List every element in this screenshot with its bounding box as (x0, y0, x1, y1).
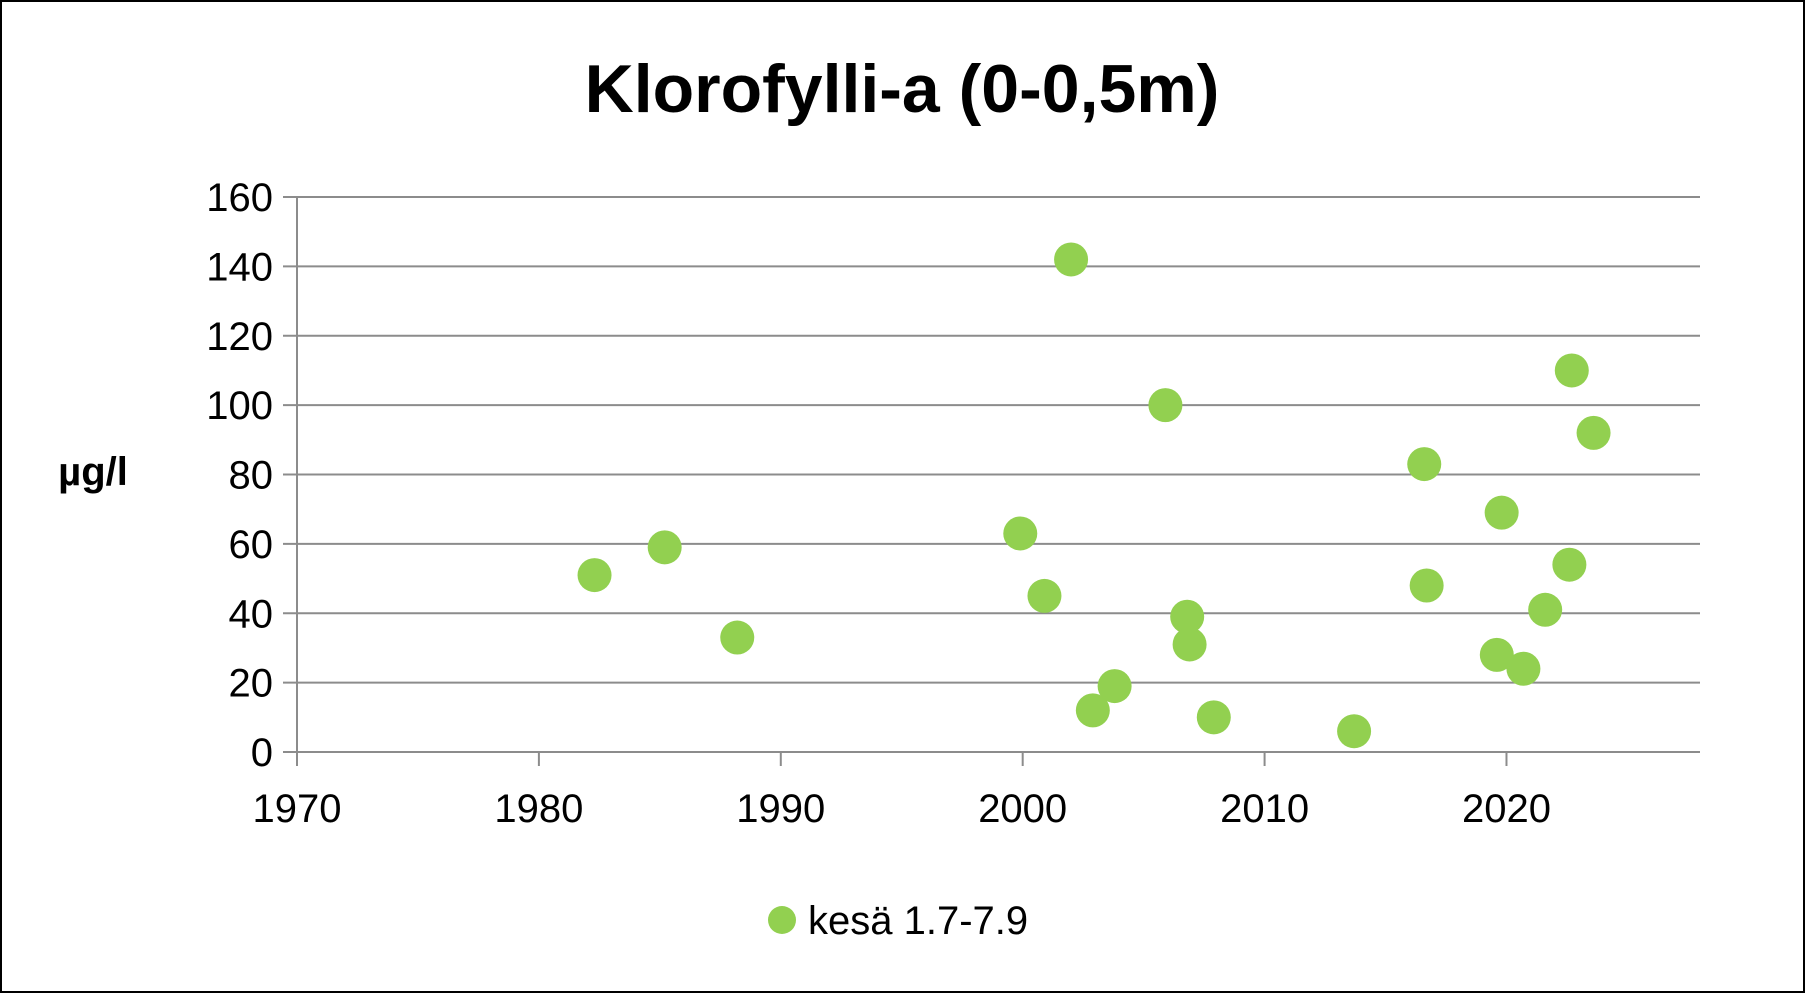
x-tick-label: 1990 (736, 787, 825, 831)
data-point (1196, 700, 1231, 735)
legend-label: kesä 1.7-7.9 (808, 899, 1028, 943)
data-point (1552, 547, 1587, 582)
y-tick-label: 140 (206, 245, 273, 289)
data-point (1479, 637, 1514, 672)
data-point (1097, 669, 1132, 704)
gridlines (297, 196, 1700, 684)
data-point (1148, 388, 1183, 423)
data-point (1407, 447, 1442, 482)
chart-title: Klorofylli-a (0-0,5m) (585, 51, 1220, 127)
data-point (577, 558, 612, 593)
data-point (1075, 693, 1110, 728)
data-point (1054, 242, 1089, 277)
data-points (577, 242, 1611, 749)
data-point (1003, 516, 1038, 551)
y-tick-label: 40 (229, 592, 274, 636)
data-point (1027, 578, 1062, 613)
y-tick-label: 160 (206, 176, 273, 220)
x-tick-label: 2020 (1462, 787, 1551, 831)
data-point (1409, 568, 1444, 603)
data-point (1484, 495, 1519, 530)
data-point (1172, 627, 1207, 662)
y-tick-label: 120 (206, 315, 273, 359)
data-point (1576, 415, 1611, 450)
x-tick-label: 1970 (253, 787, 342, 831)
y-tick-label: 80 (229, 454, 274, 498)
y-tick-label: 0 (251, 731, 273, 775)
x-tick-label: 2000 (978, 787, 1067, 831)
x-tick-label: 1980 (494, 787, 583, 831)
y-tick-labels: 0 20 40 60 80 100 120 140 160 (206, 176, 273, 775)
data-point (1170, 599, 1205, 634)
y-tick-label: 60 (229, 523, 274, 567)
data-point (647, 530, 682, 565)
data-point (1337, 714, 1372, 749)
y-tick-label: 100 (206, 384, 273, 428)
data-point (720, 620, 755, 655)
axes (283, 196, 1700, 766)
x-tick-label: 2010 (1220, 787, 1309, 831)
legend: kesä 1.7-7.9 (768, 899, 1028, 943)
legend-marker (768, 906, 796, 934)
y-axis-label: µg/l (58, 450, 128, 494)
data-point (1528, 592, 1563, 627)
y-tick-label: 20 (229, 662, 274, 706)
x-tick-labels: 1970 1980 1990 2000 2010 2020 (253, 787, 1551, 831)
data-point (1506, 651, 1541, 686)
data-point (1554, 353, 1589, 388)
